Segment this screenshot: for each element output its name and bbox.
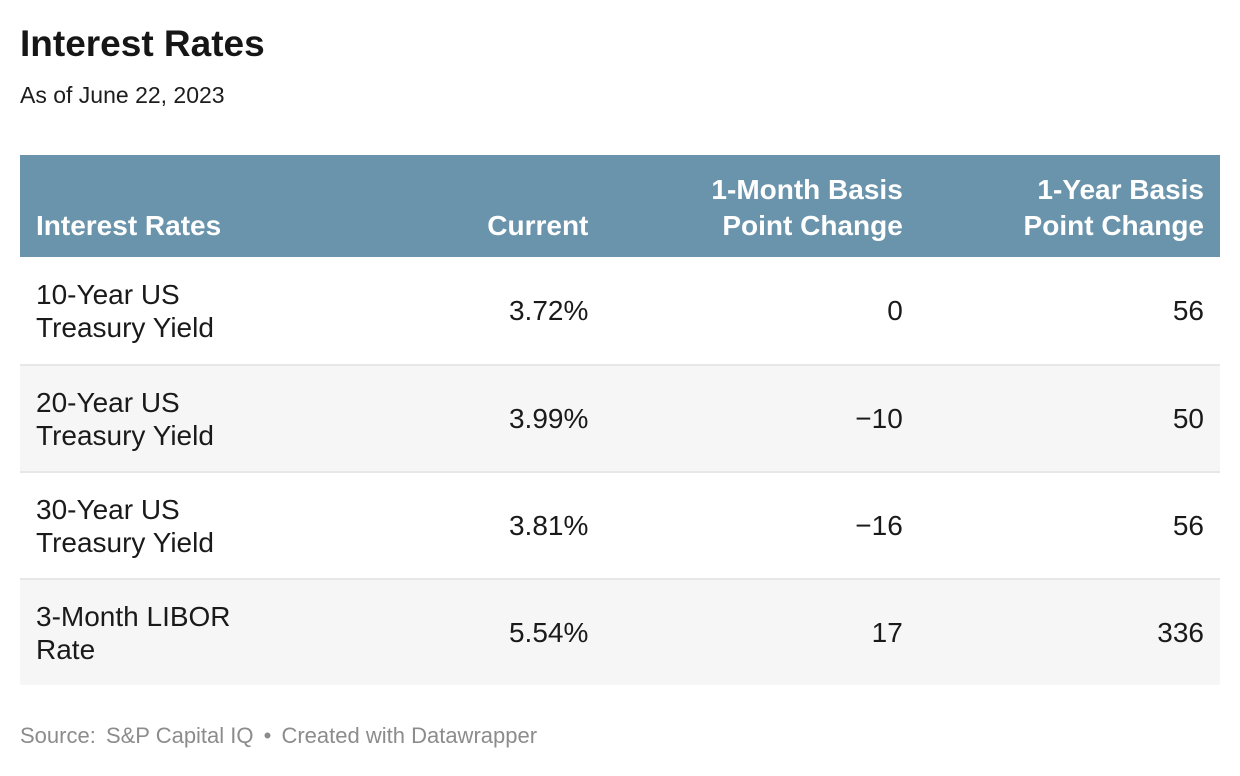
source-label: Source: bbox=[20, 723, 96, 748]
cell-1-year-change: 50 bbox=[918, 364, 1220, 471]
page-title: Interest Rates bbox=[20, 23, 265, 64]
source-name: S&P Capital IQ bbox=[105, 723, 254, 748]
chart-container: Interest Rates As of June 22, 2023 Inter… bbox=[20, 23, 1220, 749]
column-header-interest-rates: Interest Rates bbox=[20, 155, 368, 257]
footer-separator: • bbox=[263, 723, 272, 748]
cell-1-month-change: −10 bbox=[604, 364, 919, 471]
row-label: 3-Month LIBOR Rate bbox=[20, 578, 368, 685]
table-body: 10-Year US Treasury Yield 3.72% 0 56 20-… bbox=[20, 257, 1220, 685]
cell-1-month-change: 17 bbox=[604, 578, 919, 685]
cell-current: 5.54% bbox=[368, 578, 605, 685]
table-row: 20-Year US Treasury Yield 3.99% −10 50 bbox=[20, 364, 1220, 471]
column-header-current: Current bbox=[368, 155, 605, 257]
table-header: Interest Rates Current 1-Month Basis Poi… bbox=[20, 155, 1220, 257]
table-row: 10-Year US Treasury Yield 3.72% 0 56 bbox=[20, 257, 1220, 364]
row-label: 10-Year US Treasury Yield bbox=[36, 278, 214, 343]
cell-current: 3.81% bbox=[368, 471, 605, 578]
table-row: 30-Year US Treasury Yield 3.81% −16 56 bbox=[20, 471, 1220, 578]
cell-current: 3.99% bbox=[368, 364, 605, 471]
datawrapper-attribution: Created with Datawrapper bbox=[281, 723, 538, 748]
table-header-row: Interest Rates Current 1-Month Basis Poi… bbox=[20, 155, 1220, 257]
cell-1-year-change: 336 bbox=[918, 578, 1220, 685]
column-header-1-month-change: 1-Month Basis Point Change bbox=[604, 155, 919, 257]
cell-1-year-change: 56 bbox=[918, 471, 1220, 578]
column-header-1-year-change: 1-Year Basis Point Change bbox=[918, 155, 1220, 257]
cell-1-month-change: 0 bbox=[887, 295, 903, 326]
chart-footer: Source: S&P Capital IQ • Created with Da… bbox=[20, 723, 1220, 749]
cell-current: 3.72% bbox=[508, 295, 589, 326]
cell-1-month-change: −16 bbox=[604, 471, 919, 578]
cell-1-year-change: 56 bbox=[1172, 295, 1204, 326]
row-label: 30-Year US Treasury Yield bbox=[20, 471, 368, 578]
interest-rates-table: Interest Rates Current 1-Month Basis Poi… bbox=[20, 155, 1220, 685]
page-subtitle: As of June 22, 2023 bbox=[20, 82, 225, 108]
table-row: 3-Month LIBOR Rate 5.54% 17 336 bbox=[20, 578, 1220, 685]
row-label: 20-Year US Treasury Yield bbox=[20, 364, 368, 471]
